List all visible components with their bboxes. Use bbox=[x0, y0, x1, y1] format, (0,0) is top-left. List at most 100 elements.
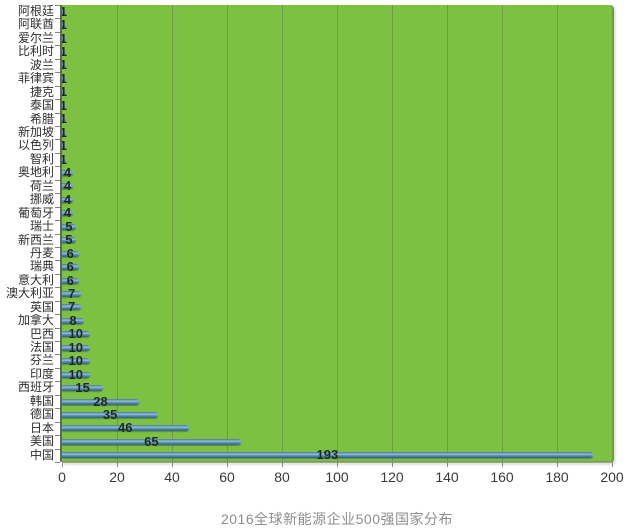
bar-value-label: 1 bbox=[59, 111, 67, 127]
y-axis-tick bbox=[55, 354, 60, 356]
bar-value-label: 1 bbox=[59, 57, 67, 73]
x-axis-tick-label: 60 bbox=[219, 469, 235, 485]
y-axis-tick bbox=[55, 462, 60, 463]
bar-value-label: 28 bbox=[93, 393, 108, 409]
bar-value-label: 5 bbox=[65, 232, 73, 248]
y-axis-label: 德国 bbox=[29, 408, 54, 422]
x-axis-tick bbox=[337, 462, 338, 467]
x-axis-tick bbox=[612, 462, 613, 467]
gridline bbox=[447, 5, 448, 462]
y-axis-tick bbox=[55, 341, 60, 343]
bar bbox=[62, 22, 65, 29]
bar bbox=[62, 62, 65, 69]
y-axis-label: 葡萄牙 bbox=[17, 206, 54, 220]
y-axis-tick bbox=[55, 260, 60, 262]
bar-value-label: 6 bbox=[66, 245, 74, 261]
y-axis-tick bbox=[55, 394, 60, 396]
bar-value-label: 10 bbox=[68, 366, 83, 382]
y-axis-tick bbox=[55, 85, 60, 87]
y-axis-tick bbox=[55, 327, 60, 329]
plot-area: 1 1 1 1 1 1 1 1 1 1 1 1 4 4 4 4 5 5 6 6 6 7 7 8 10 10 10 10 15 28 35 46… bbox=[59, 3, 614, 463]
y-axis-label: 奥地利 bbox=[17, 166, 54, 180]
x-axis-tick-label: 40 bbox=[164, 469, 180, 485]
chart-title: 2016全球新能源企业500强国家分布 bbox=[220, 511, 453, 527]
bar bbox=[62, 129, 65, 136]
x-axis-tick-label: 140 bbox=[435, 469, 459, 485]
bar-value-label: 10 bbox=[68, 339, 83, 355]
y-axis-tick bbox=[55, 421, 60, 423]
bar bbox=[62, 237, 76, 244]
x-axis-tick-label: 160 bbox=[490, 469, 514, 485]
bar-value-label: 35 bbox=[102, 406, 118, 422]
y-axis-tick bbox=[55, 166, 60, 168]
gridline bbox=[117, 5, 118, 462]
y-axis-label: 荷兰 bbox=[29, 179, 54, 193]
x-axis-tick bbox=[62, 462, 63, 467]
bar-value-label: 1 bbox=[59, 3, 67, 19]
gridline bbox=[392, 5, 393, 462]
bar bbox=[62, 411, 159, 418]
y-axis-tick bbox=[55, 381, 60, 383]
bar-value-label: 1 bbox=[59, 97, 67, 113]
bar-value-label: 4 bbox=[63, 178, 72, 194]
x-axis-line bbox=[60, 461, 613, 462]
y-axis-tick bbox=[55, 112, 60, 114]
bar-value-label: 46 bbox=[118, 420, 133, 436]
bar-value-label: 1 bbox=[59, 17, 67, 33]
gridline bbox=[337, 5, 338, 462]
y-axis-label: 以色列 bbox=[17, 139, 54, 153]
x-axis-tick-label: 120 bbox=[380, 469, 404, 485]
y-axis-tick bbox=[55, 367, 60, 369]
bar bbox=[62, 264, 79, 271]
bar bbox=[62, 49, 65, 56]
y-axis-label: 巴西 bbox=[29, 327, 54, 341]
y-axis-label: 捷克 bbox=[29, 85, 54, 99]
bar bbox=[62, 35, 65, 42]
bar bbox=[62, 116, 65, 123]
y-axis-tick bbox=[55, 233, 60, 235]
y-axis-tick bbox=[55, 72, 60, 74]
x-axis-tick bbox=[557, 462, 558, 467]
y-axis-label: 美国 bbox=[29, 435, 54, 449]
gridline bbox=[172, 5, 173, 462]
x-axis-tick-label: 20 bbox=[109, 469, 125, 485]
gridline bbox=[557, 5, 558, 462]
y-axis-tick bbox=[55, 287, 60, 289]
y-axis-label: 韩国 bbox=[29, 394, 54, 408]
bar bbox=[62, 196, 73, 203]
bar-value-label: 4 bbox=[63, 191, 72, 207]
y-axis-label: 中国 bbox=[29, 448, 54, 462]
y-axis-tick bbox=[55, 125, 60, 127]
y-axis-label: 日本 bbox=[29, 421, 54, 435]
y-axis-label: 法国 bbox=[29, 341, 54, 355]
bar bbox=[62, 398, 139, 405]
bar bbox=[62, 425, 189, 432]
y-axis-label: 新西兰 bbox=[17, 233, 54, 247]
y-axis: 阿根廷 阿联酋 爱尔兰 比利时 波兰 菲律宾 捷克 泰国 希腊 新加坡 以色列 智利 奥地利 荷兰 挪威 葡萄… bbox=[0, 5, 56, 462]
x-axis-tick bbox=[447, 462, 448, 467]
bar-value-label: 1 bbox=[59, 138, 67, 154]
bar-value-label: 65 bbox=[144, 433, 159, 449]
y-axis-label: 瑞士 bbox=[29, 220, 54, 234]
y-axis-tick bbox=[55, 31, 60, 33]
y-axis-tick bbox=[55, 314, 60, 316]
y-axis-label: 丹麦 bbox=[29, 246, 54, 260]
bar-value-label: 15 bbox=[75, 380, 90, 396]
bar-value-label: 6 bbox=[66, 259, 74, 275]
y-axis-tick bbox=[55, 179, 60, 181]
bar-value-label: 1 bbox=[59, 30, 67, 46]
y-axis-tick bbox=[55, 193, 60, 195]
y-axis-tick bbox=[55, 18, 60, 20]
bar bbox=[62, 358, 90, 365]
bar-value-label: 10 bbox=[68, 353, 83, 369]
y-axis-label: 爱尔兰 bbox=[17, 31, 54, 45]
y-axis-tick bbox=[55, 152, 60, 154]
x-axis-tick-label: 180 bbox=[545, 469, 569, 485]
y-axis-tick bbox=[55, 206, 60, 208]
bar bbox=[62, 223, 76, 230]
bar bbox=[62, 89, 65, 96]
y-axis-tick bbox=[55, 246, 60, 248]
bar bbox=[62, 344, 90, 351]
x-axis-tick-label: 80 bbox=[274, 469, 290, 485]
bar bbox=[62, 143, 65, 150]
